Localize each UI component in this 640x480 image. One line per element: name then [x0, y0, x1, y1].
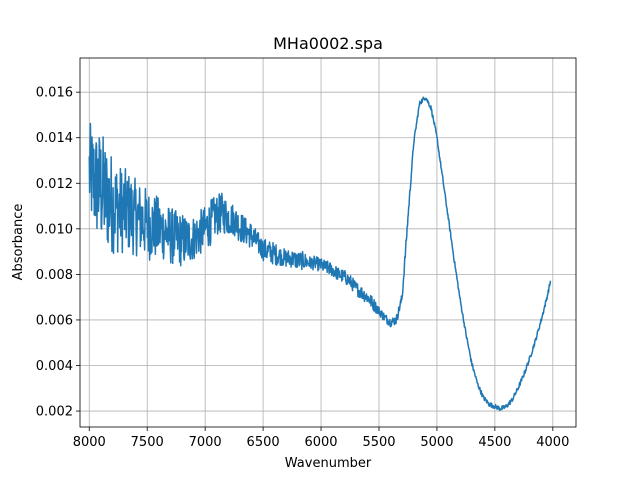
x-tick-label: 5000: [420, 435, 453, 450]
x-tick-label: 8000: [73, 435, 106, 450]
x-tick-label: 4500: [478, 435, 511, 450]
y-tick-label: 0.012: [36, 177, 73, 192]
plot-frame: [79, 57, 577, 428]
x-tick-label: 4000: [536, 435, 569, 450]
x-tick-label: 6500: [247, 435, 280, 450]
y-tick-label: 0.006: [36, 313, 73, 328]
series-layer: [88, 96, 552, 411]
x-tick-label: 7000: [189, 435, 222, 450]
x-axis-ticks: 8000 7500 7000 6500 6000 5500 5000 4500 4000: [73, 427, 569, 450]
grid-lines: [80, 58, 576, 427]
x-tick-label: 6000: [304, 435, 337, 450]
y-axis-ticks: 0.002 0.004 0.006 0.008 0.010 0.012 0.014 0.016: [36, 86, 80, 420]
y-tick-label: 0.016: [36, 86, 73, 101]
x-tick-label: 7500: [131, 435, 164, 450]
chart-title: MHa0002.spa: [273, 34, 383, 53]
spectrum-series-line: [88, 96, 552, 411]
x-axis-label: Wavenumber: [285, 456, 372, 471]
y-tick-label: 0.014: [36, 131, 73, 146]
x-tick-label: 5500: [362, 435, 395, 450]
y-tick-label: 0.004: [36, 359, 73, 374]
y-tick-label: 0.008: [36, 268, 73, 283]
y-tick-label: 0.010: [36, 222, 73, 237]
y-tick-label: 0.002: [36, 405, 73, 420]
y-axis-label: Absorbance: [11, 204, 26, 281]
